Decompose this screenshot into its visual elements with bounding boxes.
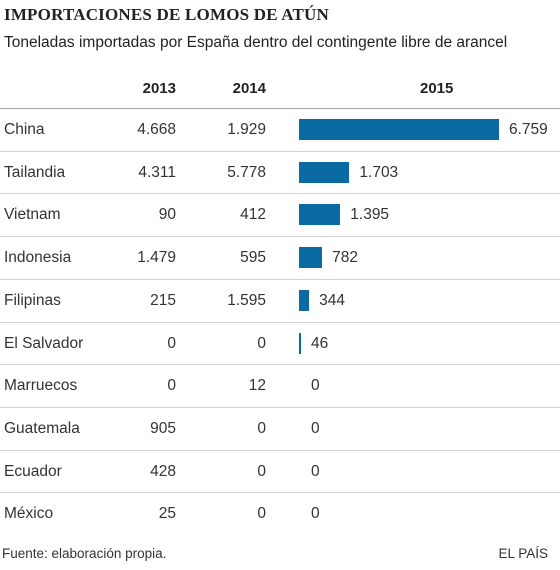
value-2014: 1.595: [227, 291, 266, 309]
value-2014: 412: [240, 206, 266, 224]
bar-value-label: 0: [311, 505, 320, 523]
row-divider: [0, 193, 560, 195]
value-2013: 1.479: [137, 249, 176, 267]
country-label: Filipinas: [4, 291, 61, 309]
bar-value-label: 0: [311, 377, 320, 395]
bar-2015: [299, 204, 341, 226]
column-header-2014: 2014: [232, 80, 266, 97]
header-rule: [0, 108, 560, 109]
row-divider: [0, 236, 560, 238]
row-divider: [0, 150, 560, 152]
source-note: Fuente: elaboración propia.: [2, 546, 167, 561]
bar-value-label: 0: [311, 462, 320, 480]
country-label: Ecuador: [4, 462, 62, 480]
country-label: México: [4, 505, 54, 523]
value-2014: 595: [240, 249, 266, 267]
chart-title: IMPORTACIONES DE LOMOS DE ATÚN: [4, 5, 329, 24]
country-label: El Salvador: [4, 334, 84, 352]
bar-2015: [299, 332, 301, 354]
value-2014: 0: [257, 505, 266, 523]
bar-2015: [299, 289, 310, 311]
country-label: Indonesia: [4, 249, 72, 267]
value-2014: 0: [257, 462, 266, 480]
bar-value-label: 1.703: [359, 163, 399, 181]
bar-2015: [299, 247, 323, 269]
value-2014: 12: [248, 377, 266, 395]
country-label: Marruecos: [4, 377, 78, 395]
country-label: China: [4, 121, 45, 138]
value-2013: 0: [167, 377, 176, 395]
country-label: Guatemala: [4, 419, 80, 437]
value-2013: 215: [150, 291, 176, 309]
bar-value-label: 46: [311, 334, 329, 352]
value-2013: 4.668: [137, 121, 176, 138]
bar-2015: [299, 119, 499, 140]
value-2013: 905: [150, 419, 176, 437]
country-label: Vietnam: [4, 206, 61, 224]
value-2013: 0: [167, 334, 176, 352]
bar-value-label: 6.759: [509, 121, 548, 138]
value-2014: 5.778: [227, 163, 266, 181]
row-divider: [0, 449, 560, 451]
value-2013: 4.311: [138, 163, 176, 181]
publisher-brand: EL PAÍS: [498, 546, 548, 561]
value-2013: 25: [158, 505, 176, 523]
bar-value-label: 344: [319, 291, 346, 309]
bar-value-label: 0: [311, 419, 320, 437]
value-2013: 90: [158, 206, 176, 224]
row-divider: [0, 364, 560, 366]
row-divider: [0, 406, 560, 408]
bar-value-label: 782: [332, 249, 358, 267]
value-2014: 1.929: [227, 121, 266, 138]
country-label: Tailandia: [4, 163, 66, 181]
value-2013: 428: [150, 462, 176, 480]
bar-value-label: 1.395: [350, 206, 390, 224]
value-2014: 0: [257, 419, 266, 437]
row-divider: [0, 278, 560, 280]
chart-subtitle: Toneladas importadas por España dentro d…: [4, 34, 508, 51]
row-divider: [0, 321, 560, 323]
bar-2015: [299, 161, 350, 183]
column-header-2015: 2015: [420, 80, 454, 97]
column-header-2013: 2013: [142, 80, 176, 97]
value-2014: 0: [257, 334, 266, 352]
row-divider: [0, 492, 560, 494]
